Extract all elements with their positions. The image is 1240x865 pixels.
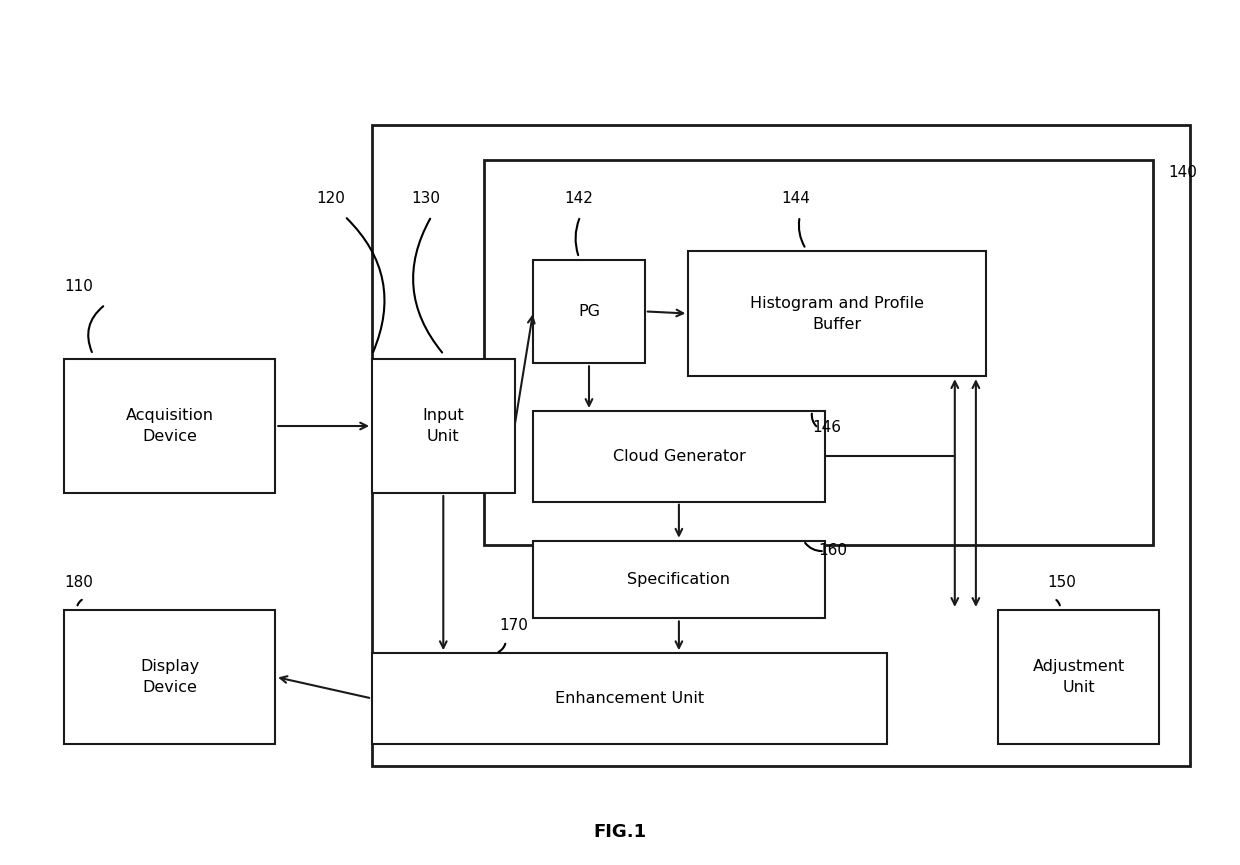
FancyBboxPatch shape: [64, 610, 275, 744]
Text: 142: 142: [564, 191, 593, 206]
Text: 170: 170: [500, 618, 528, 633]
Text: 144: 144: [781, 191, 810, 206]
FancyBboxPatch shape: [533, 411, 825, 502]
Text: Display
Device: Display Device: [140, 659, 200, 695]
Text: 120: 120: [316, 191, 345, 206]
Text: Enhancement Unit: Enhancement Unit: [554, 691, 704, 706]
FancyBboxPatch shape: [372, 125, 1190, 766]
Text: Input
Unit: Input Unit: [423, 408, 464, 444]
FancyBboxPatch shape: [372, 653, 887, 744]
Text: Adjustment
Unit: Adjustment Unit: [1033, 659, 1125, 695]
FancyBboxPatch shape: [372, 359, 515, 493]
Text: FIG.1: FIG.1: [594, 823, 646, 841]
Text: 110: 110: [64, 279, 93, 294]
FancyBboxPatch shape: [688, 251, 986, 376]
Text: Histogram and Profile
Buffer: Histogram and Profile Buffer: [750, 296, 924, 331]
Text: 180: 180: [64, 575, 93, 590]
Text: 160: 160: [818, 543, 847, 558]
Text: Specification: Specification: [627, 572, 730, 587]
Text: PG: PG: [578, 304, 600, 319]
Text: 146: 146: [812, 420, 841, 435]
FancyBboxPatch shape: [533, 541, 825, 618]
Text: Cloud Generator: Cloud Generator: [613, 449, 745, 464]
FancyBboxPatch shape: [998, 610, 1159, 744]
FancyBboxPatch shape: [533, 260, 645, 363]
Text: 140: 140: [1168, 165, 1197, 180]
Text: Acquisition
Device: Acquisition Device: [126, 408, 213, 444]
Text: 150: 150: [1048, 575, 1076, 590]
Text: 130: 130: [412, 191, 440, 206]
FancyBboxPatch shape: [64, 359, 275, 493]
FancyBboxPatch shape: [484, 160, 1153, 545]
